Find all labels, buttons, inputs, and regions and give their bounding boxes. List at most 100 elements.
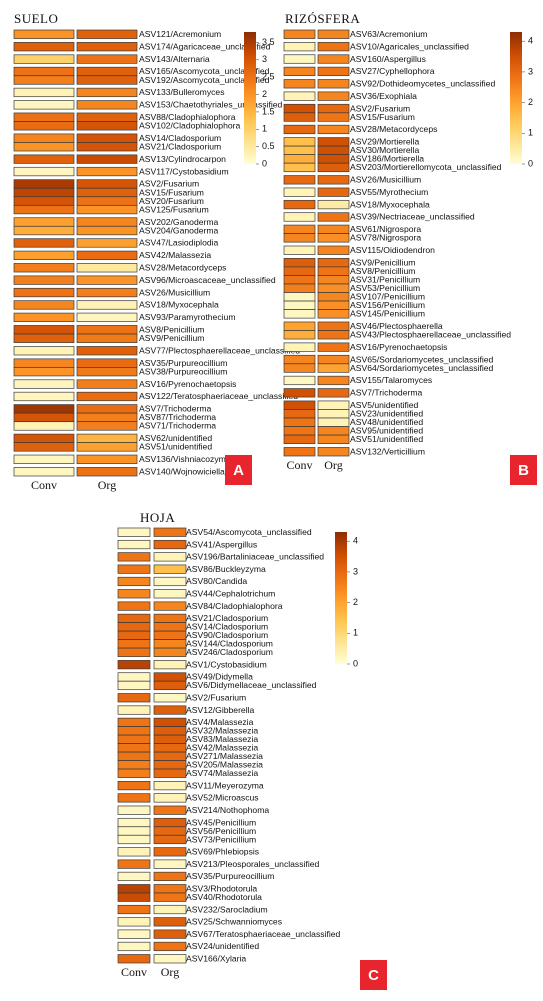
heat-cell xyxy=(283,175,316,185)
heat-cell xyxy=(317,354,350,365)
heat-cell xyxy=(13,333,75,343)
heat-cell xyxy=(76,54,138,64)
colorbar-tick-label: 3 xyxy=(353,566,358,576)
heat-cell xyxy=(117,564,151,574)
heat-cell xyxy=(317,66,350,77)
heat-cell xyxy=(13,300,75,310)
row-label: ASV13/Cylindrocarpon xyxy=(139,154,226,164)
heat-cell xyxy=(283,258,316,268)
row-label: ASV73/Penicillium xyxy=(186,834,256,844)
heat-cell xyxy=(76,112,138,122)
column-label: Org xyxy=(161,965,179,979)
heat-cell xyxy=(13,287,75,298)
column-label: Org xyxy=(98,478,116,492)
heat-cell xyxy=(283,145,316,155)
heat-cell xyxy=(76,442,138,452)
heat-cell xyxy=(153,601,187,611)
row-label: ASV8/Penicillium xyxy=(350,266,415,276)
row-label: ASV117/Cystobasidium xyxy=(139,166,229,176)
heat-cell xyxy=(153,734,187,744)
heat-cell xyxy=(117,589,151,599)
row-label: ASV42/Malassezia xyxy=(186,743,258,753)
row-label: ASV21/Cladosporium xyxy=(139,142,221,152)
heat-cell xyxy=(13,166,75,177)
row-label: ASV39/Nectriaceae_unclassified xyxy=(350,212,475,222)
heat-cell xyxy=(13,412,75,423)
heat-cell xyxy=(117,892,151,902)
heat-cell xyxy=(317,409,350,419)
row-label: ASV2/Fusarium xyxy=(186,693,246,703)
heat-cell xyxy=(317,233,350,243)
heat-cell xyxy=(317,258,350,268)
row-label: ASV18/Myxocephala xyxy=(139,300,219,310)
heat-cell xyxy=(76,412,138,423)
row-label: ASV3/Rhodotorula xyxy=(186,883,257,893)
heat-cell xyxy=(317,300,350,310)
heat-cell xyxy=(153,892,187,902)
row-label: ASV205/Malassezia xyxy=(186,760,263,770)
row-label: ASV52/Microascus xyxy=(186,793,259,803)
heat-cell xyxy=(13,142,75,152)
row-label: ASV61/Nigrospora xyxy=(350,224,421,234)
heat-cell xyxy=(76,333,138,343)
heat-cell xyxy=(76,75,138,85)
row-label: ASV145/Penicillium xyxy=(350,309,425,319)
heat-cell xyxy=(153,705,187,715)
row-label: ASV15/Fusarium xyxy=(350,112,415,122)
colorbar-tick-label: 0 xyxy=(528,158,533,168)
row-label: ASV107/Penicillium xyxy=(350,292,425,302)
row-label: ASV192/Ascomycota_unclassified xyxy=(139,75,270,85)
row-label: ASV43/Plectosphaerellaceae_unclassified xyxy=(350,330,511,340)
heat-cell xyxy=(283,124,316,135)
heat-cell xyxy=(153,826,187,836)
row-label: ASV35/Purpureocillium xyxy=(186,871,274,881)
heat-cell xyxy=(153,576,187,587)
row-label: ASV21/Cladosporium xyxy=(186,613,268,623)
heat-cell xyxy=(117,954,151,964)
heat-cell xyxy=(153,834,187,845)
column-label: Conv xyxy=(31,478,57,492)
row-label: ASV26/Musicillium xyxy=(139,287,210,297)
panel-title: RIZÓSFERA xyxy=(285,11,360,26)
heat-cell xyxy=(317,309,350,319)
heat-cell xyxy=(117,527,151,537)
row-label: ASV64/Sordariomycetes_unclassified xyxy=(350,363,494,373)
row-label: ASV35/Purpureocillium xyxy=(139,358,227,368)
heat-cell xyxy=(317,91,350,101)
heat-cell xyxy=(117,781,151,791)
heat-cell xyxy=(76,142,138,152)
heat-cell xyxy=(76,179,138,189)
heat-cell xyxy=(13,275,75,285)
heat-cell xyxy=(13,358,75,368)
row-label: ASV7/Trichoderma xyxy=(350,388,422,398)
heat-cell xyxy=(76,454,138,464)
heat-cell xyxy=(117,693,151,703)
heat-cell xyxy=(117,576,151,587)
heat-cell xyxy=(283,112,316,122)
row-label: ASV121/Acremonium xyxy=(139,29,221,39)
heat-cell xyxy=(117,826,151,836)
row-label: ASV25/Schwanniomyces xyxy=(186,917,282,927)
row-label: ASV156/Penicillium xyxy=(350,300,425,310)
row-label: ASV140/Wojnowiciella xyxy=(139,466,225,476)
row-label: ASV246/Cladosporium xyxy=(186,647,273,657)
heat-cell xyxy=(283,245,316,255)
heat-cell xyxy=(317,342,350,352)
heat-cell xyxy=(283,224,316,234)
heat-cell xyxy=(76,238,138,248)
heat-cell xyxy=(76,166,138,177)
heat-cell xyxy=(117,941,151,952)
heat-cell xyxy=(283,54,316,64)
heat-cell xyxy=(283,103,316,114)
heat-cell xyxy=(117,613,151,623)
heat-cell xyxy=(76,133,138,143)
row-label: ASV53/Penicillium xyxy=(350,283,420,293)
heat-cell xyxy=(13,187,75,198)
row-label: ASV69/Phlebiopsis xyxy=(186,847,259,857)
heat-cell xyxy=(317,400,350,410)
heat-cell xyxy=(117,817,151,828)
heat-cell xyxy=(283,199,316,210)
panel-label: A xyxy=(233,462,244,479)
heat-cell xyxy=(153,539,187,550)
row-label: ASV62/unidentified xyxy=(139,433,212,443)
